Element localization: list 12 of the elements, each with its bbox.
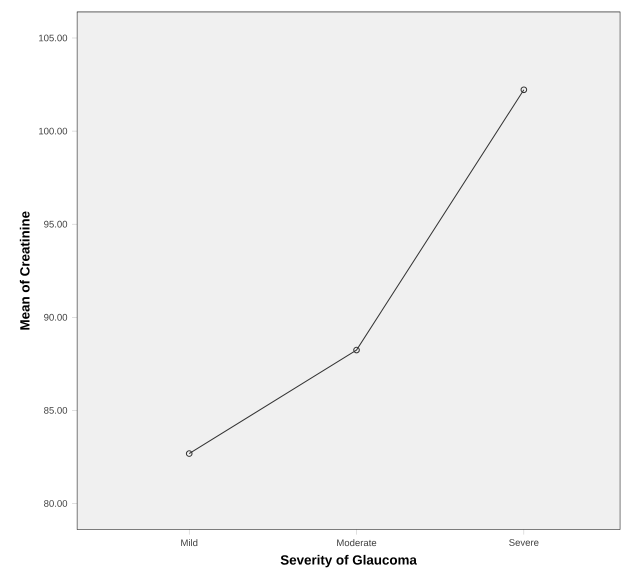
y-tick-label: 95.00 [44, 220, 68, 228]
x-tick-label: Mild [181, 539, 198, 546]
y-tick-label: 105.00 [39, 34, 68, 42]
y-tick-label: 80.00 [44, 500, 68, 507]
y-axis-title: Mean of Creatinine [20, 211, 30, 330]
x-tick-label: Moderate [337, 539, 376, 546]
y-tick-label: 100.00 [39, 128, 68, 134]
x-axis-title: Severity of Glaucoma [280, 554, 417, 568]
y-tick-label: 90.00 [44, 314, 68, 321]
point [353, 346, 360, 354]
x-tick-label: Severe [509, 539, 539, 546]
y-tick-label: 85.00 [44, 406, 68, 414]
